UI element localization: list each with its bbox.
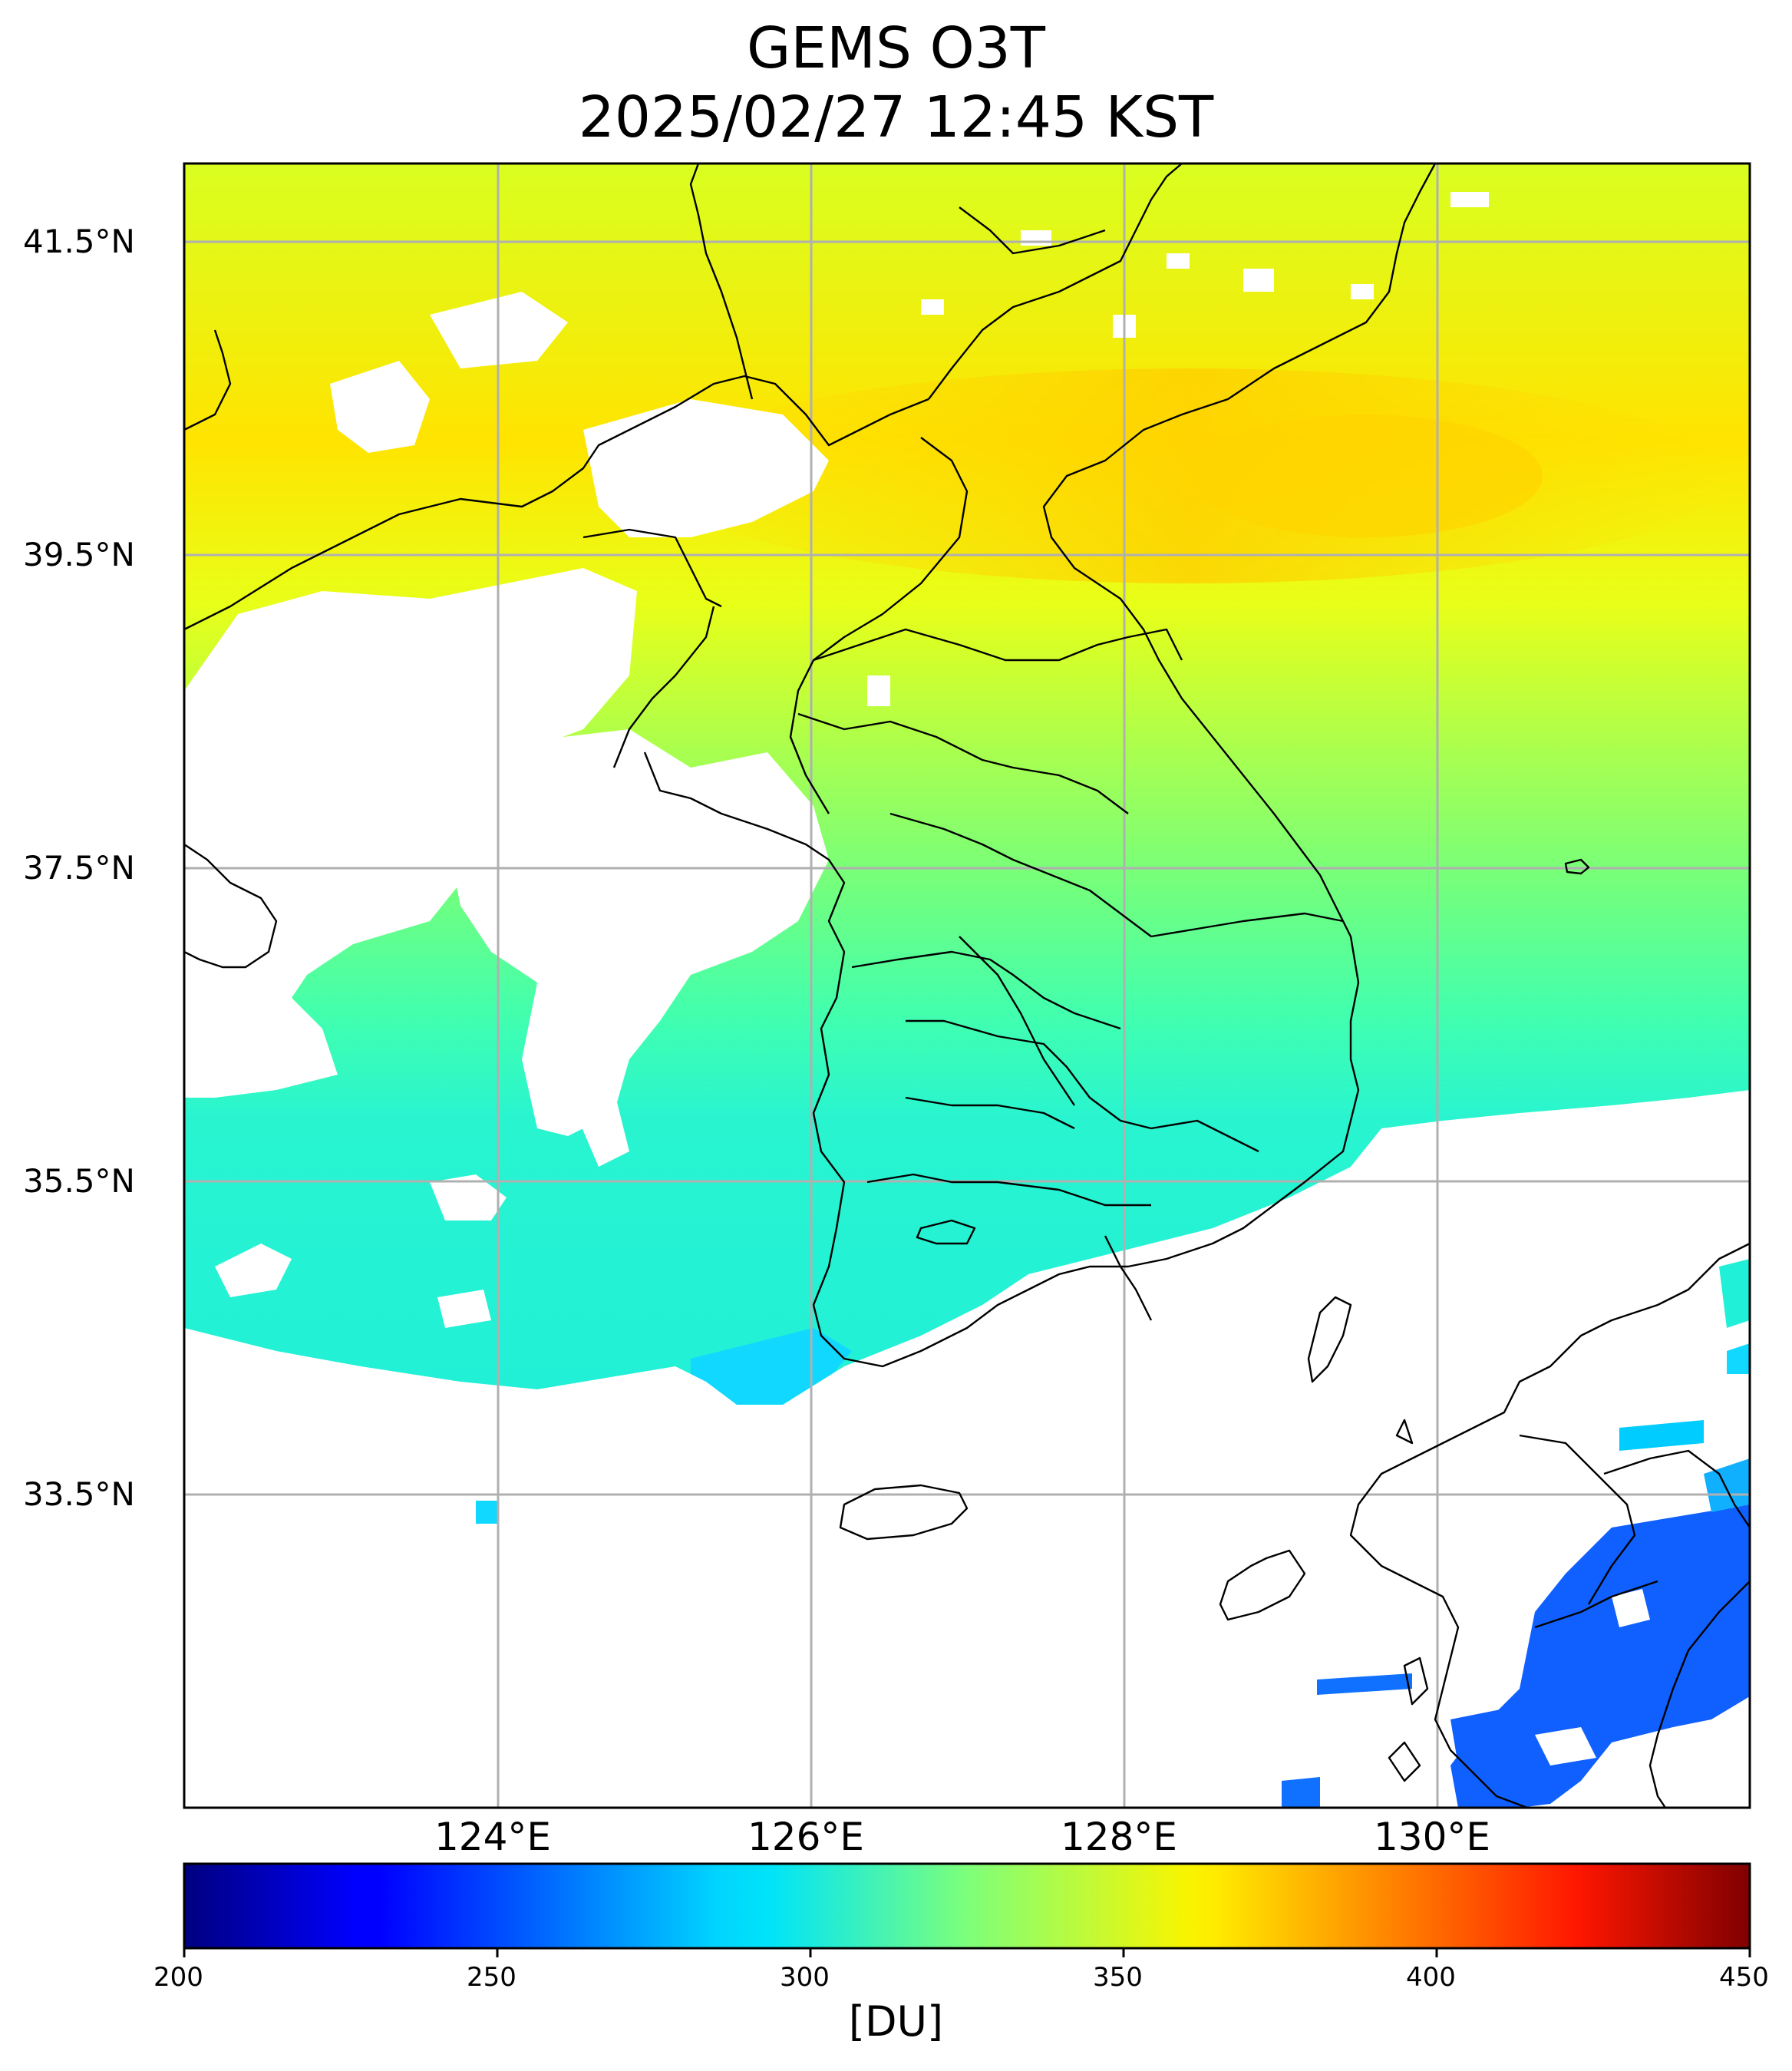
colorbar-tick-label: 300 bbox=[780, 1962, 830, 1993]
lat-tick-label: 33.5°N bbox=[23, 1475, 135, 1513]
ozone-field bbox=[184, 164, 1750, 1808]
colorbar bbox=[183, 1862, 1751, 1950]
lon-tick-label: 126°E bbox=[747, 1815, 865, 1859]
title-product: GEMS O3T bbox=[747, 15, 1045, 81]
lon-tick-label: 130°E bbox=[1374, 1815, 1491, 1859]
colorbar-tick-label: 400 bbox=[1406, 1962, 1456, 1993]
coastlines bbox=[183, 163, 1751, 1809]
lon-tick-label: 124°E bbox=[434, 1815, 552, 1859]
lon-tick-label: 128°E bbox=[1061, 1815, 1178, 1859]
colorbar-tick-label: 200 bbox=[153, 1962, 203, 1993]
map-frame bbox=[183, 162, 1751, 1809]
lat-tick-label: 39.5°N bbox=[23, 536, 135, 573]
colorbar-tick-label: 250 bbox=[467, 1962, 516, 1993]
lat-tick-label: 35.5°N bbox=[23, 1162, 135, 1200]
lat-tick-label: 41.5°N bbox=[23, 223, 135, 260]
lat-tick-label: 37.5°N bbox=[23, 849, 135, 887]
colorbar-unit-label: [DU] bbox=[848, 1997, 944, 2046]
map-title: GEMS O3T 2025/02/27 12:45 KST bbox=[0, 14, 1792, 152]
title-datetime: 2025/02/27 12:45 KST bbox=[578, 84, 1214, 150]
colorbar-tick-label: 450 bbox=[1719, 1962, 1769, 1993]
colorbar-tick-label: 350 bbox=[1093, 1962, 1143, 1993]
colorbar-ticks bbox=[183, 1948, 1751, 1957]
